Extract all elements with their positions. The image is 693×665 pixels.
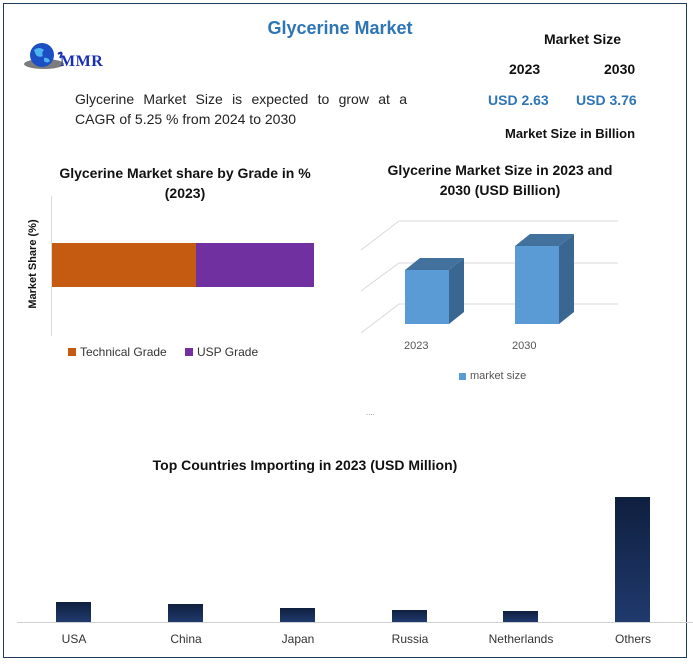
label-others: Others: [614, 632, 651, 646]
bar-netherlands: [503, 611, 538, 622]
bar-others: [615, 497, 650, 622]
ellipsis-marker: ....: [366, 408, 375, 417]
market-size-chart-title: Glycerine Market Size in 2023 and 2030 (…: [387, 162, 613, 198]
page-title: Glycerine Market: [267, 18, 413, 38]
legend-label: market size: [470, 370, 527, 382]
grade-chart-ylabel: Market Share (%): [27, 219, 39, 309]
import-chart-title: Top Countries Importing in 2023 (USD Mil…: [152, 457, 458, 473]
value-2023: USD 2.63: [488, 92, 549, 108]
legend-technical-grade: Technical Grade: [68, 345, 167, 359]
legend-usp-grade: USP Grade: [185, 345, 258, 359]
market-size-3d-chart: [360, 220, 618, 334]
label-russia: Russia: [391, 632, 429, 646]
label-japan: Japan: [281, 632, 315, 646]
grade-chart-axis: [51, 196, 52, 336]
bar-2030: [515, 234, 574, 324]
legend-swatch: [68, 348, 76, 356]
bar-2023: [405, 258, 464, 324]
label-china: China: [170, 632, 202, 646]
label-usa: USA: [61, 632, 87, 646]
legend-label: Technical Grade: [80, 345, 167, 359]
label-netherlands: Netherlands: [488, 632, 554, 646]
bar-japan: [280, 608, 315, 622]
import-chart-axis: [17, 622, 693, 623]
xlabel-2023: 2023: [404, 340, 429, 352]
bar-russia: [392, 610, 427, 622]
bar-usa: [56, 602, 91, 622]
technical-grade-bar: [52, 243, 196, 287]
legend-swatch: [185, 348, 193, 356]
globe-icon: [24, 43, 64, 69]
bar-china: [168, 604, 203, 622]
xlabel-2030: 2030: [512, 340, 537, 352]
market-description: Glycerine Market Size is expected to gro…: [75, 91, 407, 127]
usp-grade-bar: [196, 243, 314, 287]
unit-note: Market Size in Billion: [504, 126, 636, 141]
infographic-frame: [3, 3, 687, 658]
legend-swatch: [459, 372, 466, 380]
logo-text: MMR: [60, 53, 104, 70]
legend-label: USP Grade: [197, 345, 259, 359]
year-2030-label: 2030: [604, 61, 636, 77]
market-size-heading: Market Size: [543, 31, 622, 47]
legend-market-size: market size: [459, 370, 526, 382]
grade-chart-title: Glycerine Market share by Grade in % (20…: [59, 165, 311, 201]
mmr-logo: MMR: [22, 40, 132, 76]
year-2023-label: 2023: [509, 61, 541, 77]
value-2030: USD 3.76: [576, 92, 637, 108]
